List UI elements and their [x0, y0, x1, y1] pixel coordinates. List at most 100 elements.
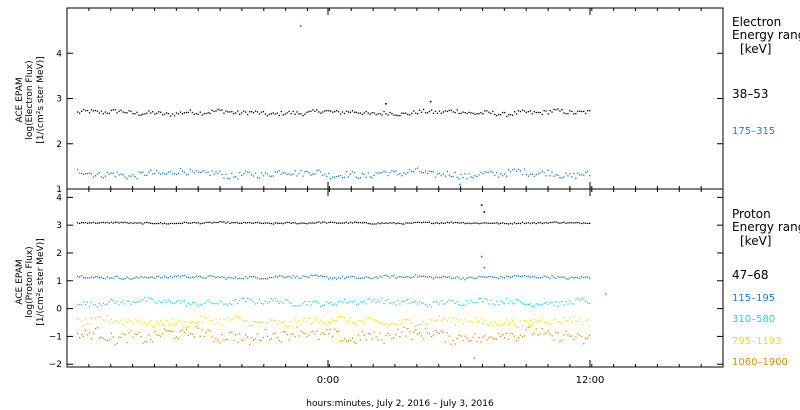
- data-point: [571, 222, 573, 224]
- data-point: [152, 298, 154, 300]
- data-point: [120, 221, 122, 224]
- data-point: [292, 173, 294, 175]
- data-point: [324, 173, 326, 175]
- data-point: [504, 173, 506, 175]
- data-point: [300, 304, 302, 306]
- data-point: [561, 109, 563, 111]
- data-point: [456, 318, 458, 321]
- data-point: [120, 336, 122, 338]
- data-point: [452, 300, 454, 302]
- data-point: [359, 112, 361, 114]
- data-point: [306, 170, 308, 172]
- data-point: [569, 335, 571, 337]
- data-point: [160, 335, 162, 337]
- data-point: [466, 222, 468, 225]
- data-point: [264, 222, 267, 224]
- data-point: [585, 276, 587, 278]
- data-point: [409, 114, 411, 116]
- data-point: [82, 277, 85, 279]
- data-point: [476, 222, 478, 224]
- data-point: [193, 113, 195, 116]
- data-point: [154, 113, 156, 115]
- data-point: [171, 173, 174, 175]
- data-point: [345, 171, 348, 173]
- data-point: [476, 176, 478, 178]
- data-point: [114, 175, 116, 178]
- data-point: [158, 222, 160, 225]
- data-point: [367, 317, 369, 319]
- data-point: [221, 333, 223, 336]
- data-point: [583, 298, 585, 300]
- data-point: [559, 301, 561, 303]
- data-point: [413, 276, 415, 278]
- data-point: [334, 277, 336, 279]
- data-point: [284, 324, 286, 326]
- data-point: [506, 298, 508, 300]
- data-point: [94, 222, 97, 224]
- data-point: [517, 110, 520, 112]
- data-point: [405, 319, 407, 321]
- data-point: [349, 317, 352, 319]
- data-point: [446, 221, 448, 223]
- data-point: [274, 275, 276, 277]
- data-point: [126, 178, 128, 180]
- data-point: [318, 221, 320, 223]
- data-point: [577, 333, 579, 335]
- data-point: [551, 335, 553, 337]
- data-point: [458, 178, 460, 180]
- data-point: [152, 222, 154, 225]
- data-point: [134, 113, 136, 115]
- data-point: [88, 222, 91, 224]
- data-point: [502, 334, 504, 336]
- data-point: [573, 277, 575, 279]
- data-point: [500, 300, 502, 302]
- data-point: [106, 276, 108, 278]
- data-point: [395, 304, 397, 306]
- data-point: [391, 222, 393, 224]
- data-point: [167, 277, 170, 279]
- data-point: [116, 275, 118, 277]
- data-point: [286, 112, 288, 114]
- data-point: [229, 320, 231, 322]
- data-point: [227, 304, 229, 306]
- data-point: [106, 315, 108, 317]
- data-point: [519, 110, 522, 113]
- data-point: [438, 332, 441, 335]
- data-point: [428, 276, 431, 278]
- data-point: [389, 171, 391, 173]
- data-point: [130, 278, 132, 280]
- data-point: [523, 275, 526, 277]
- data-point: [310, 323, 312, 325]
- data-point: [434, 330, 437, 332]
- data-point: [379, 172, 381, 174]
- data-point: [363, 221, 365, 224]
- data-point: [373, 277, 375, 279]
- data-point: [296, 175, 298, 177]
- data-point: [470, 112, 472, 114]
- data-point: [116, 221, 118, 223]
- data-point: [219, 276, 221, 279]
- data-point: [371, 177, 373, 179]
- data-point: [96, 110, 99, 112]
- data-point: [102, 319, 104, 321]
- data-point: [440, 175, 442, 177]
- data-point: [233, 277, 235, 280]
- data-point: [424, 221, 427, 224]
- data-point: [219, 221, 221, 223]
- data-point: [432, 222, 435, 225]
- data-point: [142, 171, 144, 173]
- data-point: [365, 110, 367, 113]
- data-point: [130, 330, 132, 332]
- data-point: [152, 341, 154, 343]
- data-point: [185, 328, 187, 330]
- data-point: [397, 328, 399, 331]
- data-point: [547, 276, 549, 279]
- data-point: [156, 170, 158, 172]
- data-point: [231, 222, 233, 224]
- data-point: [207, 112, 209, 114]
- data-point: [166, 319, 168, 321]
- data-point: [81, 275, 83, 277]
- proton-legend-series-795-1193: 795–1193: [732, 336, 782, 347]
- data-point: [284, 222, 286, 224]
- data-point: [264, 113, 267, 115]
